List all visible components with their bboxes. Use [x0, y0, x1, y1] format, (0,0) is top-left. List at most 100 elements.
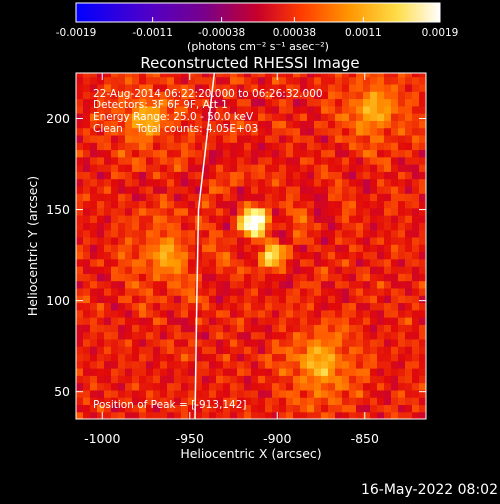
- heatmap-cell: [342, 317, 350, 325]
- heatmap-cell: [279, 251, 287, 260]
- heatmap-cell: [251, 353, 259, 362]
- heatmap-cell: [104, 244, 112, 253]
- heatmap-cell: [314, 91, 322, 100]
- heatmap-cell: [412, 200, 420, 209]
- heatmap-cell: [153, 236, 161, 245]
- heatmap-cell: [265, 251, 273, 260]
- heatmap-cell: [153, 258, 161, 267]
- heatmap-cell: [104, 389, 112, 398]
- heatmap-cell: [160, 73, 168, 78]
- heatmap-cell: [272, 134, 280, 143]
- heatmap-cell: [167, 185, 175, 194]
- heatmap-cell: [405, 193, 413, 202]
- heatmap-cell: [188, 360, 196, 369]
- heatmap-cell: [363, 207, 371, 216]
- heatmap-cell: [76, 164, 84, 172]
- heatmap-cell: [251, 287, 259, 296]
- heatmap-cell: [223, 338, 231, 347]
- heatmap-cell: [118, 171, 126, 180]
- heatmap-cell: [321, 338, 329, 347]
- heatmap-cell: [118, 338, 126, 347]
- heatmap-cell: [398, 302, 406, 311]
- heatmap-cell: [167, 397, 175, 406]
- heatmap-cell: [216, 76, 224, 85]
- heatmap-cell: [384, 171, 392, 180]
- heatmap-cell: [209, 222, 217, 231]
- heatmap-cell: [195, 287, 203, 296]
- heatmap-cell: [328, 353, 336, 362]
- heatmap-cell: [349, 229, 357, 238]
- heatmap-cell: [412, 368, 420, 376]
- heatmap-cell: [272, 171, 280, 180]
- heatmap-cell: [370, 309, 378, 318]
- heatmap-cell: [251, 280, 259, 289]
- heatmap-cell: [139, 324, 147, 333]
- heatmap-cell: [265, 236, 273, 245]
- heatmap-cell: [398, 360, 406, 369]
- heatmap-cell: [160, 251, 168, 260]
- heatmap-cell: [111, 309, 119, 318]
- heatmap-cell: [412, 98, 420, 107]
- heatmap-cell: [279, 324, 287, 333]
- heatmap-cell: [363, 178, 371, 187]
- heatmap-cell: [118, 113, 126, 121]
- heatmap-cell: [223, 120, 231, 129]
- heatmap-cell: [356, 83, 364, 92]
- heatmap-cell: [76, 236, 84, 245]
- heatmap-cell: [384, 149, 392, 158]
- heatmap-cell: [76, 149, 84, 158]
- heatmap-cell: [363, 164, 371, 172]
- heatmap-cell: [244, 280, 252, 289]
- heatmap-cell: [237, 142, 245, 151]
- heatmap-cell: [328, 215, 336, 223]
- heatmap-cell: [216, 324, 224, 333]
- heatmap-cell: [83, 324, 91, 333]
- heatmap-cell: [265, 368, 273, 376]
- heatmap-cell: [76, 134, 84, 143]
- heatmap-cell: [153, 360, 161, 369]
- heatmap-cell: [412, 317, 420, 325]
- heatmap-cell: [118, 251, 126, 260]
- heatmap-cell: [300, 207, 308, 216]
- heatmap-cell: [90, 134, 98, 143]
- heatmap-cell: [398, 324, 406, 333]
- heatmap-cell: [244, 389, 252, 398]
- heatmap-cell: [160, 229, 168, 238]
- heatmap-cell: [391, 309, 399, 318]
- heatmap-cell: [146, 200, 154, 209]
- heatmap-cell: [300, 222, 308, 231]
- heatmap-cell: [286, 164, 294, 172]
- heatmap-cell: [125, 360, 133, 369]
- heatmap-cell: [90, 331, 98, 340]
- heatmap-cell: [111, 83, 119, 92]
- heatmap-cell: [412, 404, 420, 413]
- heatmap-cell: [132, 295, 140, 304]
- heatmap-cell: [230, 266, 238, 274]
- heatmap-cell: [286, 360, 294, 369]
- heatmap-cell: [83, 266, 91, 274]
- heatmap-cell: [398, 164, 406, 172]
- heatmap-cell: [419, 171, 426, 180]
- heatmap-cell: [209, 185, 217, 194]
- heatmap-cell: [279, 280, 287, 289]
- heatmap-cell: [230, 149, 238, 158]
- heatmap-cell: [195, 338, 203, 347]
- heatmap-cell: [272, 113, 280, 121]
- heatmap-cell: [209, 113, 217, 121]
- heatmap-cell: [160, 171, 168, 180]
- heatmap-cell: [209, 353, 217, 362]
- heatmap-cell: [377, 236, 385, 245]
- heatmap-cell: [363, 375, 371, 384]
- heatmap-cell: [118, 346, 126, 355]
- heatmap-cell: [244, 98, 252, 107]
- heatmap-cell: [104, 222, 112, 231]
- heatmap-cell: [111, 120, 119, 129]
- heatmap-cell: [216, 215, 224, 223]
- heatmap-cell: [405, 331, 413, 340]
- heatmap-cell: [356, 389, 364, 398]
- heatmap-cell: [181, 164, 189, 172]
- heatmap-cell: [146, 302, 154, 311]
- heatmap-cell: [342, 105, 350, 114]
- heatmap-cell: [118, 156, 126, 165]
- heatmap-cell: [223, 411, 231, 419]
